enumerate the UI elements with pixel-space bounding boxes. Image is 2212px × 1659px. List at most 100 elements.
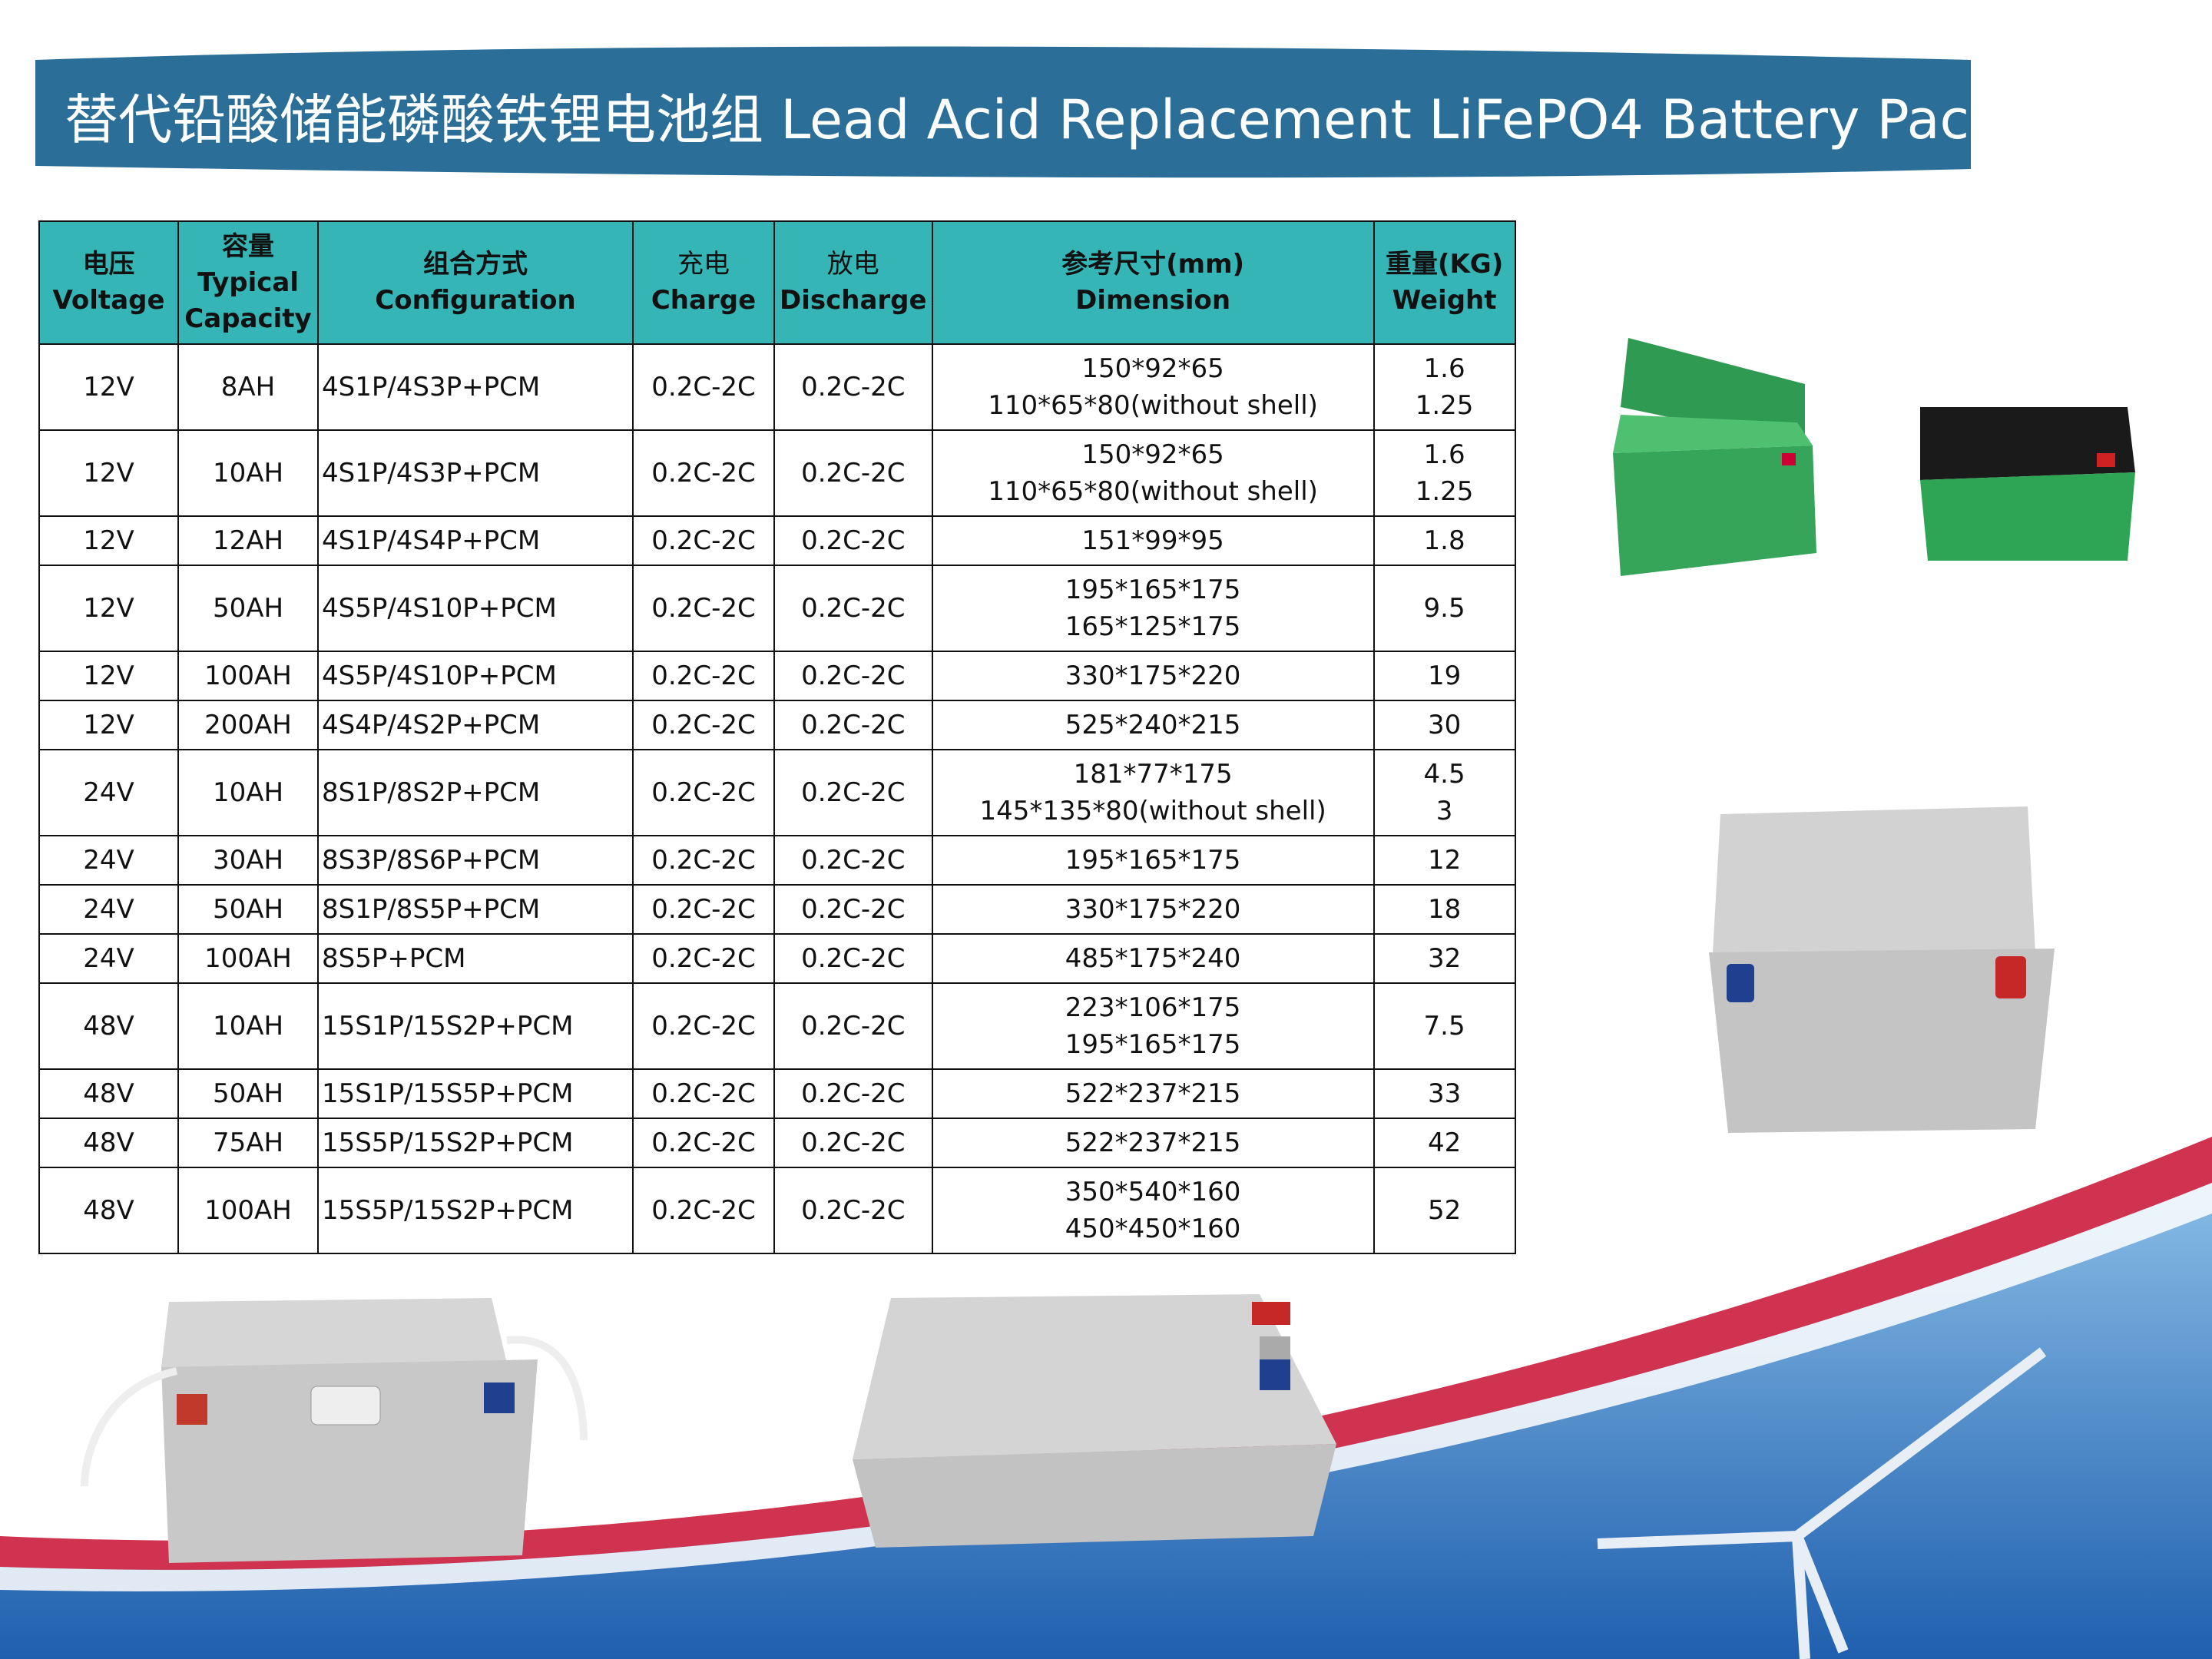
page-title: 替代铅酸储能磷酸铁锂电池组 Lead Acid Replacement LiFe… [65,88,2001,151]
cell-config: 15S5P/15S2P+PCM [317,1167,634,1254]
cell-dimension: 522*237*215 [931,1118,1375,1168]
cell-weight: 9.5 [1373,565,1516,652]
cell-dimension: 223*106*175 195*165*175 [931,982,1375,1070]
cell-weight: 1.6 1.25 [1373,429,1516,517]
table-row: 24V 100AH 8S5P+PCM 0.2C-2C 0.2C-2C 485*175*24… [38,933,1516,984]
cell-voltage: 12V [38,565,179,652]
cell-discharge: 0.2C-2C [773,749,933,836]
cell-voltage: 24V [38,884,179,935]
cell-voltage: 48V [38,1167,179,1254]
cell-voltage: 24V [38,933,179,984]
cell-voltage: 12V [38,343,179,431]
battery-photo-black-top [1920,407,2135,561]
cell-charge: 0.2C-2C [632,429,775,517]
cell-weight: 4.5 3 [1373,749,1516,836]
weight-line: 30 [1427,710,1462,740]
cell-capacity: 100AH [177,933,319,984]
cell-charge: 0.2C-2C [632,651,775,701]
header-line: Charge [651,285,757,316]
cell-charge: 0.2C-2C [632,1167,775,1254]
cell-config: 15S5P/15S2P+PCM [317,1118,634,1168]
cell-capacity: 12AH [177,515,319,566]
cell-config: 4S5P/4S10P+PCM [317,651,634,701]
cell-weight: 19 [1373,651,1516,701]
dimension-line: 181*77*175 [1073,759,1233,790]
cell-dimension: 195*165*175 [931,835,1375,886]
dimension-line: 522*237*215 [1065,1078,1241,1109]
dimension-line: 150*92*65 [1081,439,1224,470]
weight-line: 4.5 [1423,759,1465,790]
battery-photo-green-small [1613,338,1816,576]
weight-line: 1.8 [1423,525,1465,556]
cell-config: 4S5P/4S10P+PCM [317,565,634,652]
cell-weight: 1.8 [1373,515,1516,566]
weight-line: 52 [1427,1195,1462,1226]
dimension-line: 150*92*65 [1081,353,1224,384]
cell-weight: 30 [1373,700,1516,750]
cell-dimension: 150*92*65 110*65*80(without shell) [931,429,1375,517]
header-line: 容量 [222,230,274,262]
table-row: 48V 50AH 15S1P/15S5P+PCM 0.2C-2C 0.2C-2C 522*… [38,1068,1516,1119]
header-line: Typical [197,267,300,298]
cell-dimension: 181*77*175 145*135*80(without shell) [931,749,1375,836]
weight-line: 12 [1427,845,1462,876]
cell-weight: 1.6 1.25 [1373,343,1516,431]
weight-line: 1.25 [1415,390,1474,421]
cell-voltage: 24V [38,835,179,886]
header-line: 充电 [677,249,730,280]
dimension-line: 165*125*175 [1065,611,1241,642]
title-banner [35,46,1971,178]
cell-voltage: 48V [38,982,179,1070]
cell-capacity: 10AH [177,429,319,517]
cell-capacity: 100AH [177,651,319,701]
cell-config: 8S1P/8S5P+PCM [317,884,634,935]
cell-weight: 7.5 [1373,982,1516,1070]
dimension-line: 145*135*80(without shell) [979,796,1326,826]
table-row: 24V 50AH 8S1P/8S5P+PCM 0.2C-2C 0.2C-2C 330*17… [38,884,1516,935]
cell-capacity: 30AH [177,835,319,886]
table-row: 24V 10AH 8S1P/8S2P+PCM 0.2C-2C 0.2C-2C 181*77… [38,749,1516,836]
cell-charge: 0.2C-2C [632,884,775,935]
dimension-line: 223*106*175 [1065,992,1241,1023]
header-line: 放电 [826,249,879,280]
cell-config: 8S1P/8S2P+PCM [317,749,634,836]
cell-discharge: 0.2C-2C [773,343,933,431]
dimension-line: 485*175*240 [1065,943,1241,974]
dimension-line: 330*175*220 [1065,894,1241,925]
header-line: 电压 [82,249,135,280]
cell-config: 8S5P+PCM [317,933,634,984]
header-dimension: 参考尺寸(mm) Dimension [931,220,1375,345]
cell-weight: 52 [1373,1167,1516,1254]
dimension-line: 151*99*95 [1081,525,1224,556]
header-line: Configuration [375,285,576,316]
table-row: 12V 10AH 4S1P/4S3P+PCM 0.2C-2C 0.2C-2C 150*92… [38,429,1516,517]
table-row: 48V 10AH 15S1P/15S2P+PCM 0.2C-2C 0.2C-2C 223*… [38,982,1516,1070]
cell-config: 8S3P/8S6P+PCM [317,835,634,886]
cell-capacity: 8AH [177,343,319,431]
dimension-line: 450*450*160 [1065,1214,1241,1244]
dimension-line: 330*175*220 [1065,661,1241,691]
weight-line: 1.6 [1423,439,1465,470]
cell-dimension: 522*237*215 [931,1068,1375,1119]
cell-weight: 32 [1373,933,1516,984]
cell-charge: 0.2C-2C [632,515,775,566]
cell-voltage: 12V [38,651,179,701]
table-row: 12V 50AH 4S5P/4S10P+PCM 0.2C-2C 0.2C-2C 195*1… [38,565,1516,652]
table-row: 24V 30AH 8S3P/8S6P+PCM 0.2C-2C 0.2C-2C 195*16… [38,835,1516,886]
table-header-row: 电压 Voltage 容量 Typical Capacity 组合方式 Configurat… [38,220,1516,345]
battery-photo-gray-medium [1709,806,2055,1133]
cell-discharge: 0.2C-2C [773,1167,933,1254]
cell-voltage: 12V [38,700,179,750]
cell-discharge: 0.2C-2C [773,515,933,566]
dimension-line: 195*165*175 [1065,1029,1241,1060]
dimension-line: 522*237*215 [1065,1128,1241,1158]
cell-discharge: 0.2C-2C [773,982,933,1070]
header-capacity: 容量 Typical Capacity [177,220,319,345]
cell-charge: 0.2C-2C [632,982,775,1070]
weight-line: 19 [1427,661,1462,691]
cell-charge: 0.2C-2C [632,933,775,984]
cell-config: 4S1P/4S4P+PCM [317,515,634,566]
cell-discharge: 0.2C-2C [773,651,933,701]
table-row: 48V 75AH 15S5P/15S2P+PCM 0.2C-2C 0.2C-2C 522*… [38,1118,1516,1168]
cell-charge: 0.2C-2C [632,700,775,750]
